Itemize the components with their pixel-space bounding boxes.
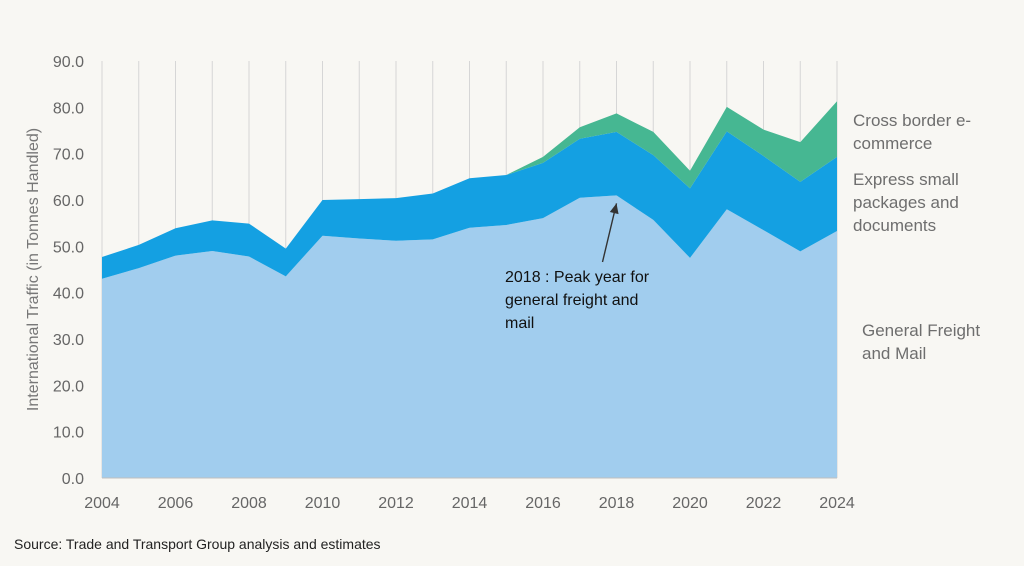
y-tick-label: 40.0	[53, 286, 84, 303]
y-tick-label: 90.0	[53, 54, 84, 71]
y-tick-label: 70.0	[53, 147, 84, 164]
annotation-text-line: mail	[505, 315, 534, 332]
area-cross-border-e-commerce	[102, 101, 837, 257]
x-tick-label: 2020	[672, 495, 708, 512]
legend-label-line: Cross border e-	[853, 111, 971, 130]
area-express-small-packages-and-documents	[102, 131, 837, 279]
legend: Cross border e-commerce Express small pack…	[853, 111, 980, 363]
x-tick-label: 2018	[599, 495, 635, 512]
y-tick-label: 60.0	[53, 193, 84, 210]
y-tick-label: 80.0	[53, 100, 84, 117]
y-axis-title: International Traffic (in Tonnes Handled…	[25, 128, 42, 411]
y-tick-label: 50.0	[53, 239, 84, 256]
legend-label-line: packages and	[853, 193, 959, 212]
legend-label-line: commerce	[853, 134, 932, 153]
y-tick-label: 20.0	[53, 378, 84, 395]
legend-label: Express small packages and documents	[853, 170, 959, 235]
legend-label: General Freight and Mail	[862, 321, 980, 363]
annotation-text-line: 2018 : Peak year for	[505, 269, 650, 286]
annotation: 2018 : Peak year for general freight and m…	[505, 203, 650, 332]
source-note: Source: Trade and Transport Group analys…	[14, 536, 381, 552]
legend-label-line: and Mail	[862, 344, 926, 363]
axes: 0.0 10.0 20.0 30.0 40.0 50.0 60.0 70.0 80.0 90.0 2…	[25, 54, 855, 512]
annotation-arrow-head	[609, 203, 619, 215]
annotation-text: 2018 : Peak year for general freight and m…	[505, 269, 650, 332]
x-tick-label: 2010	[305, 495, 341, 512]
legend-label: Cross border e-commerce	[853, 111, 971, 153]
legend-label-line: Express small	[853, 170, 959, 189]
x-tick-label: 2008	[231, 495, 267, 512]
x-tick-label: 2014	[452, 495, 488, 512]
x-tick-label: 2016	[525, 495, 561, 512]
x-tick-label: 2012	[378, 495, 414, 512]
y-tick-label: 30.0	[53, 332, 84, 349]
x-tick-label: 2004	[84, 495, 120, 512]
legend-label-line: documents	[853, 216, 936, 235]
x-tick-label: 2024	[819, 495, 855, 512]
x-tick-label: 2006	[158, 495, 194, 512]
annotation-text-line: general freight and	[505, 292, 638, 309]
area-general-freight-and-mail	[102, 195, 837, 478]
area-series-group	[102, 101, 837, 478]
y-tick-label: 10.0	[53, 425, 84, 442]
x-tick-label: 2022	[746, 495, 782, 512]
y-tick-label: 0.0	[62, 471, 84, 488]
annotation-arrow-line	[601, 203, 618, 263]
legend-label-line: General Freight	[862, 321, 980, 340]
